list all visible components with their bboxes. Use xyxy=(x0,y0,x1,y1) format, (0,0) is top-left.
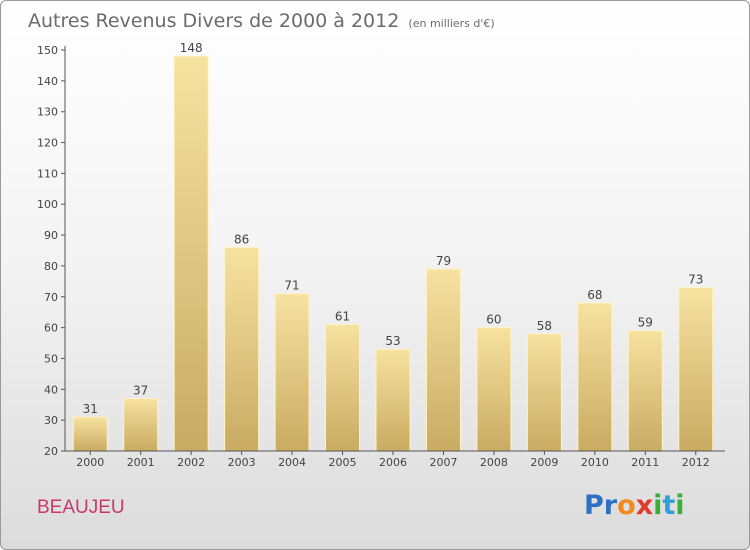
bar-2012 xyxy=(678,287,714,452)
bar-value-label: 86 xyxy=(234,232,249,246)
logo-letter: i xyxy=(675,490,685,521)
bar-value-label: 37 xyxy=(133,384,148,398)
y-tick-label: 140 xyxy=(37,75,58,88)
bar-value-label: 71 xyxy=(284,279,299,293)
bar-value-label: 79 xyxy=(436,254,451,268)
x-tick-label: 2001 xyxy=(127,456,155,469)
chart-title: Autres Revenus Divers de 2000 à 2012 (en… xyxy=(28,10,495,32)
bar-2001 xyxy=(123,398,159,452)
y-tick-label: 100 xyxy=(37,198,58,211)
bar-2008 xyxy=(476,327,512,452)
bar-2005 xyxy=(325,324,361,452)
x-tick-label: 2004 xyxy=(278,456,306,469)
bar-value-label: 53 xyxy=(385,334,400,348)
bar-value-label: 58 xyxy=(537,319,552,333)
x-tick-label: 2005 xyxy=(329,456,357,469)
y-tick-label: 40 xyxy=(44,383,58,396)
logo-letter: x xyxy=(635,490,654,521)
y-tick-label: 120 xyxy=(37,137,58,150)
x-tick-label: 2002 xyxy=(177,456,205,469)
logo-letter: t xyxy=(662,490,676,521)
proxiti-logo: Proxiti xyxy=(584,490,685,521)
bar-value-label: 73 xyxy=(688,273,703,287)
bar-value-label: 31 xyxy=(83,402,98,416)
y-tick-label: 130 xyxy=(37,106,58,119)
bar-value-label: 61 xyxy=(335,310,350,324)
logo-letter: r xyxy=(603,490,618,521)
y-tick-label: 30 xyxy=(44,414,58,427)
logo-letter: o xyxy=(617,490,636,521)
x-tick-label: 2003 xyxy=(228,456,256,469)
y-tick-label: 80 xyxy=(44,260,58,273)
y-tick-label: 150 xyxy=(37,44,58,57)
logo-letter: i xyxy=(653,490,663,521)
y-tick-label: 50 xyxy=(44,352,58,365)
y-tick-label: 20 xyxy=(44,445,58,458)
x-tick-label: 2012 xyxy=(682,456,710,469)
y-tick-label: 110 xyxy=(37,167,58,180)
y-tick-label: 60 xyxy=(44,322,58,335)
y-tick-label: 90 xyxy=(44,229,58,242)
bar-2011 xyxy=(627,330,663,452)
bar-2004 xyxy=(274,293,310,452)
bar-2006 xyxy=(375,348,411,452)
bar-2002 xyxy=(173,55,209,452)
bar-2007 xyxy=(425,268,461,452)
x-tick-label: 2007 xyxy=(429,456,457,469)
x-tick-label: 2010 xyxy=(581,456,609,469)
bar-value-label: 60 xyxy=(486,313,501,327)
x-tick-label: 2006 xyxy=(379,456,407,469)
x-tick-label: 2011 xyxy=(631,456,659,469)
y-tick-label: 70 xyxy=(44,291,58,304)
bar-value-label: 148 xyxy=(180,41,203,55)
bar-2009 xyxy=(526,333,562,452)
bar-2010 xyxy=(577,302,613,452)
bar-2000 xyxy=(72,416,108,452)
x-tick-label: 2008 xyxy=(480,456,508,469)
bar-value-label: 59 xyxy=(638,316,653,330)
chart-title-text: Autres Revenus Divers de 2000 à 2012 xyxy=(28,10,400,32)
logo-letter: P xyxy=(584,490,604,521)
commune-name: BEAUJEU xyxy=(37,497,125,518)
bar-value-label: 68 xyxy=(587,288,602,302)
bar-2003 xyxy=(224,246,260,452)
chart-unit: (en milliers d'€) xyxy=(408,17,495,30)
x-tick-label: 2009 xyxy=(530,456,558,469)
x-tick-label: 2000 xyxy=(76,456,104,469)
